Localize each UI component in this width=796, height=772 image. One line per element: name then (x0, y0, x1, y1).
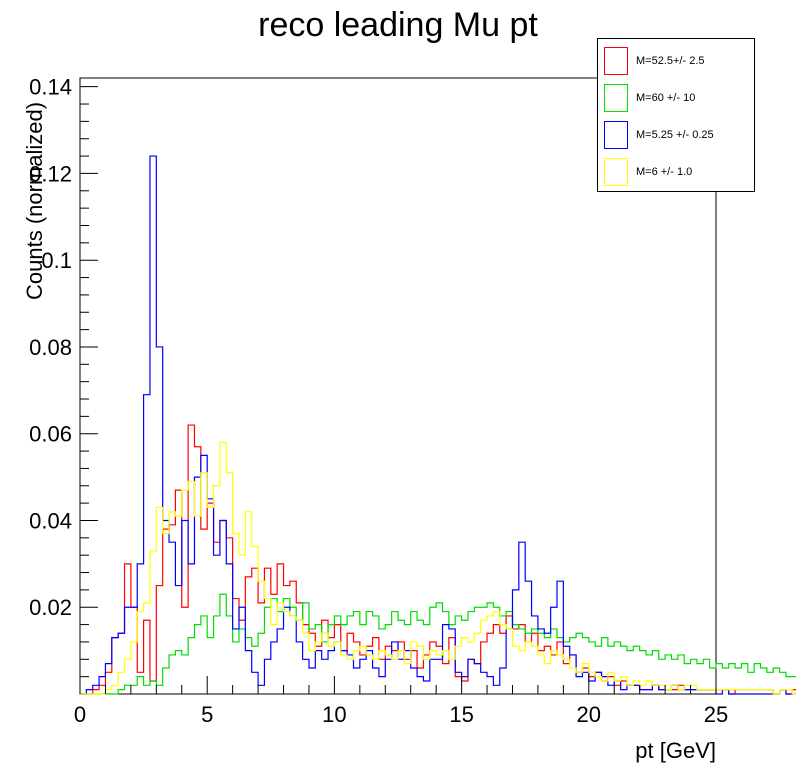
x-tick-label: 5 (201, 702, 213, 727)
y-tick-label: 0.08 (29, 335, 72, 360)
legend-entry: M=60 +/- 10 (598, 80, 756, 112)
legend-entry: M=5.25 +/- 0.25 (598, 117, 756, 149)
axes: 0 5 10 15 20 25 0.02 0.04 0.06 0.08 0.1 0.12 0.14 (29, 75, 728, 727)
legend-swatch (604, 121, 628, 149)
y-tick-label: 0.02 (29, 595, 72, 620)
series-line-4 (80, 441, 796, 695)
series-line-3 (80, 155, 796, 695)
legend-swatch (604, 158, 628, 186)
y-axis-label: Counts (normalized) (22, 101, 47, 300)
legend-entry: M=6 +/- 1.0 (598, 154, 756, 186)
y-tick-label: 0.06 (29, 422, 72, 447)
legend-label: M=52.5+/- 2.5 (636, 55, 705, 67)
histogram-series-group (80, 155, 796, 695)
legend-entry: M=52.5+/- 2.5 (598, 43, 756, 75)
legend-label: M=60 +/- 10 (636, 92, 696, 104)
legend-label: M=6 +/- 1.0 (636, 166, 693, 178)
x-tick-label: 10 (322, 702, 346, 727)
chart-title: reco leading Mu pt (258, 6, 538, 44)
y-tick-label: 0.04 (29, 508, 72, 533)
legend-swatch (604, 84, 628, 112)
x-tick-label: 20 (577, 702, 601, 727)
legend: M=52.5+/- 2.5 M=60 +/- 10 M=5.25 +/- 0.25 M… (597, 38, 755, 192)
x-axis-label: pt [GeV] (635, 738, 716, 763)
legend-swatch (604, 47, 628, 75)
x-tick-label: 0 (74, 702, 86, 727)
x-tick-label: 25 (704, 702, 728, 727)
legend-label: M=5.25 +/- 0.25 (636, 129, 714, 141)
y-tick-label: 0.1 (41, 248, 72, 273)
x-tick-label: 15 (449, 702, 473, 727)
y-tick-label: 0.14 (29, 75, 72, 100)
y-tick-label: 0.12 (29, 161, 72, 186)
